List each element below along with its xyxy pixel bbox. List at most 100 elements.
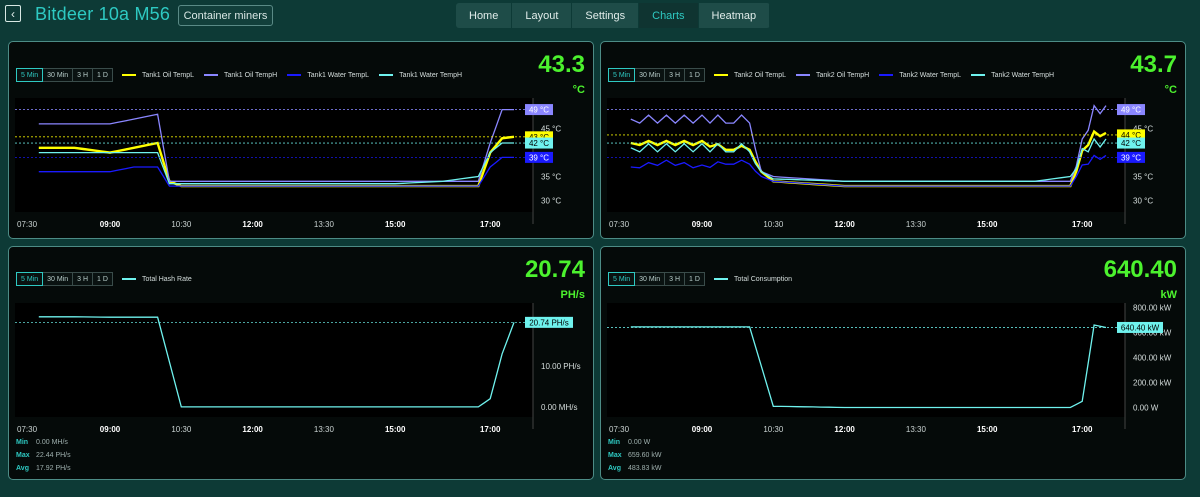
container-miners-button[interactable]: Container miners [178, 5, 273, 26]
range-1d-button[interactable]: 1 D [92, 272, 113, 286]
value-badge: 42 °C [1121, 139, 1141, 148]
range-3h-button[interactable]: 3 H [664, 272, 686, 286]
value-badge-bg [1117, 129, 1145, 141]
main-nav: Home Layout Settings Charts Heatmap [456, 3, 771, 28]
value-badge: 39 °C [1121, 153, 1141, 162]
x-tick-label: 17:00 [1072, 220, 1093, 229]
chart-svg: 07:30 09:00 10:30 12:00 13:30 15:00 17:00 45 °C… [9, 98, 593, 234]
range-5min-button[interactable]: 5 Min [16, 272, 44, 286]
chart-legend: Total Consumption [714, 272, 802, 286]
range-1d-button[interactable]: 1 D [92, 68, 113, 82]
value-badge: 42 °C [529, 139, 549, 148]
value-badge-bg [1117, 137, 1145, 149]
y-tick-label: 0.00 MH/s [541, 403, 577, 412]
range-30min-button[interactable]: 30 Min [42, 272, 74, 286]
x-tick-label: 09:00 [692, 425, 713, 434]
stat-min: Min 0.00 W [608, 439, 651, 446]
legend-item[interactable]: Tank2 Oil TempH [796, 72, 869, 79]
range-30min-button[interactable]: 30 Min [634, 68, 666, 82]
tab-home[interactable]: Home [456, 3, 513, 28]
legend-item[interactable]: Tank1 Water TempL [287, 72, 369, 79]
value-badge: 43 °C [529, 133, 549, 142]
value-badge: 49 °C [529, 106, 549, 115]
legend-item[interactable]: Tank1 Oil TempL [122, 72, 194, 79]
stat-max: Max 659.60 kW [608, 452, 662, 459]
value-badge-bg [525, 104, 553, 116]
x-tick-label: 13:30 [906, 425, 927, 434]
tab-settings[interactable]: Settings [572, 3, 640, 28]
temperature-chart[interactable]: 07:30 09:00 10:30 12:00 13:30 15:00 17:00 45 °C… [9, 98, 593, 234]
legend-item[interactable]: Total Hash Rate [122, 276, 192, 283]
tab-charts[interactable]: Charts [639, 3, 699, 28]
stat-max: Max 22.44 PH/s [16, 452, 71, 459]
hashrate-panel: 5 Min 30 Min 3 H 1 D Total Hash Rate 20.… [8, 246, 594, 480]
x-tick-label: 15:00 [385, 425, 406, 434]
range-30min-button[interactable]: 30 Min [42, 68, 74, 82]
range-1d-button[interactable]: 1 D [684, 68, 705, 82]
time-range-selector: 5 Min 30 Min 3 H 1 D [608, 272, 705, 286]
range-3h-button[interactable]: 3 H [72, 272, 94, 286]
x-tick-label: 12:00 [242, 220, 263, 229]
x-tick-label: 09:00 [100, 220, 121, 229]
legend-item[interactable]: Tank2 Water TempH [971, 72, 1054, 79]
y-tick-label: 35 °C [1133, 173, 1153, 182]
chart-legend: Total Hash Rate [122, 272, 202, 286]
temperature-chart[interactable]: 07:30 09:00 10:30 12:00 13:30 15:00 17:00 45 °C… [601, 98, 1185, 234]
range-1d-button[interactable]: 1 D [684, 272, 705, 286]
value-badge-bg [525, 137, 553, 149]
series-line [38, 142, 514, 185]
y-tick-label: 800.00 kW [1133, 304, 1172, 313]
chart-svg: 07:30 09:00 10:30 12:00 13:30 15:00 17:00 45 °C… [601, 98, 1185, 234]
page-title: Bitdeer 10a M56 [35, 4, 171, 24]
x-tick-label: 12:00 [834, 425, 855, 434]
y-tick-label: 400.00 kW [1133, 354, 1172, 363]
series-line [630, 137, 1107, 182]
legend-item[interactable]: Tank1 Water TempH [379, 72, 462, 79]
value-badge-bg [525, 151, 553, 163]
value-unit: °C [572, 84, 585, 96]
x-tick-label: 10:30 [171, 220, 192, 229]
range-3h-button[interactable]: 3 H [72, 68, 94, 82]
range-3h-button[interactable]: 3 H [664, 68, 686, 82]
tab-heatmap[interactable]: Heatmap [698, 3, 771, 28]
current-value: 43.3 [538, 51, 585, 78]
y-tick-label: 35 °C [541, 173, 561, 182]
x-tick-label: 07:30 [609, 220, 630, 229]
current-value: 20.74 [524, 256, 585, 283]
value-badge: 640.40 kW [1121, 323, 1160, 332]
y-tick-label: 45 °C [541, 125, 561, 134]
x-tick-label: 12:00 [834, 220, 855, 229]
legend-item[interactable]: Tank2 Water TempL [879, 72, 961, 79]
range-5min-button[interactable]: 5 Min [608, 68, 636, 82]
value-unit: kW [1160, 289, 1178, 301]
y-tick-label: 200.00 kW [1133, 379, 1172, 388]
range-5min-button[interactable]: 5 Min [16, 68, 44, 82]
y-tick-label: 30 °C [541, 196, 561, 205]
back-icon[interactable]: ‹ [5, 5, 21, 22]
y-tick-label: 30 °C [1133, 196, 1153, 205]
value-badge-bg [525, 131, 553, 143]
legend-item[interactable]: Tank2 Oil TempL [714, 72, 786, 79]
time-range-selector: 5 Min 30 Min 3 H 1 D [608, 68, 705, 82]
stat-avg: Avg 483.83 kW [608, 465, 662, 472]
value-unit: °C [1164, 84, 1177, 96]
value-badge: 44 °C [1121, 131, 1141, 140]
hashrate-chart[interactable]: 07:30 09:00 10:30 12:00 13:30 15:00 17:00 10.00… [9, 303, 593, 439]
value-badge: 20.74 PH/s [529, 318, 569, 327]
chart-svg: 07:30 09:00 10:30 12:00 13:30 15:00 17:00 800.0… [601, 303, 1185, 439]
x-tick-label: 15:00 [977, 425, 998, 434]
value-badge: 39 °C [529, 153, 549, 162]
range-5min-button[interactable]: 5 Min [608, 272, 636, 286]
x-tick-label: 13:30 [906, 220, 927, 229]
x-tick-label: 10:30 [763, 220, 784, 229]
stat-min: Min 0.00 MH/s [16, 439, 68, 446]
range-30min-button[interactable]: 30 Min [634, 272, 666, 286]
legend-item[interactable]: Total Consumption [714, 276, 792, 283]
tab-layout[interactable]: Layout [512, 3, 573, 28]
x-tick-label: 15:00 [977, 220, 998, 229]
value-badge: 49 °C [1121, 106, 1141, 115]
power-chart[interactable]: 07:30 09:00 10:30 12:00 13:30 15:00 17:00 800.0… [601, 303, 1185, 439]
x-tick-label: 13:30 [314, 220, 335, 229]
legend-item[interactable]: Tank1 Oil TempH [204, 72, 277, 79]
y-tick-label: 0.00 W [1133, 404, 1159, 413]
